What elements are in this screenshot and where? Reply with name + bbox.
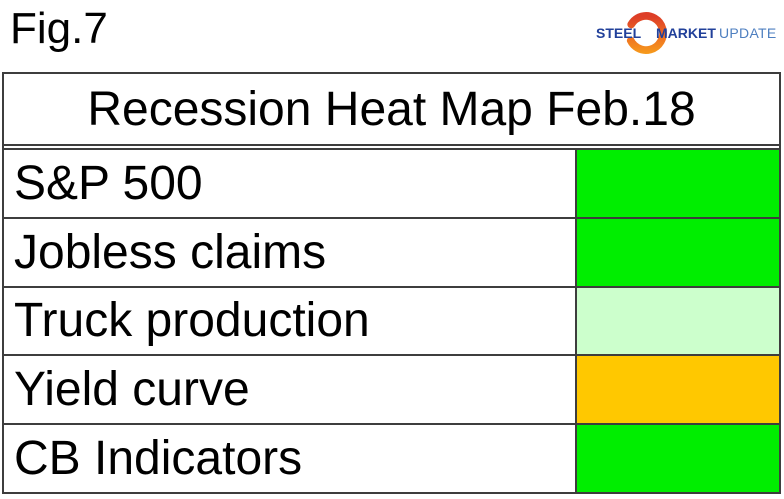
table-row: Jobless claims: [4, 216, 779, 286]
steel-market-update-logo: STEEL MARKET UPDATE: [596, 10, 776, 56]
table-title: Recession Heat Map Feb.18: [87, 82, 696, 136]
figure-number: Fig.7: [10, 4, 108, 53]
table-row: Truck production: [4, 285, 779, 355]
status-cell: [575, 150, 779, 217]
logo-word-update: UPDATE: [719, 25, 777, 41]
status-cell: [575, 425, 779, 492]
table-row: CB Indicators: [4, 423, 779, 492]
table-row: Yield curve: [4, 354, 779, 424]
table-body: S&P 500 Jobless claims Truck production …: [4, 150, 779, 492]
status-cell: [575, 356, 779, 424]
logo-word-steel: STEEL: [596, 25, 642, 41]
table-row: S&P 500: [4, 150, 779, 217]
indicator-label: Truck production: [4, 287, 575, 355]
status-cell: [575, 218, 779, 286]
indicator-label: Jobless claims: [4, 218, 575, 286]
recession-heat-map-table: Recession Heat Map Feb.18 S&P 500 Jobles…: [2, 72, 781, 494]
indicator-label: CB Indicators: [4, 425, 575, 492]
indicator-label: Yield curve: [4, 356, 575, 424]
logo-word-market: MARKET: [656, 25, 716, 41]
status-cell: [575, 287, 779, 355]
table-title-row: Recession Heat Map Feb.18: [4, 74, 779, 150]
logo-crescent-icon: [625, 12, 667, 54]
indicator-label: S&P 500: [4, 150, 575, 217]
